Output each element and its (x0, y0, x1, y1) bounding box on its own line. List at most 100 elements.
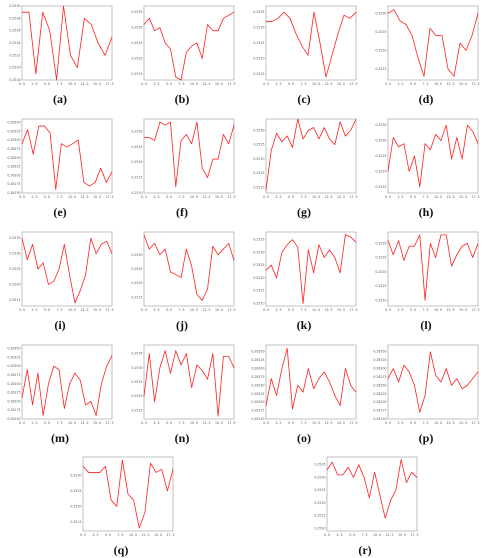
data-point (100, 168, 102, 169)
data-point (424, 143, 426, 144)
plot-frame (21, 5, 113, 81)
x-tick-label: 10. 0 (68, 82, 76, 86)
y-tick-label: 0.2510 (131, 191, 142, 195)
data-point (143, 137, 145, 138)
data-point (85, 404, 86, 406)
data-point (196, 121, 198, 123)
x-tick-label: 17. 5 (349, 82, 357, 86)
x-tick-label: 17. 5 (105, 195, 113, 199)
data-point (271, 21, 273, 22)
line-chart: 0.2530 0.2525 0.2520 0.2515 0.2510 0. 0 2. 5 5.… (253, 118, 358, 199)
data-point (228, 143, 230, 144)
data-point (150, 462, 151, 464)
data-point (170, 271, 171, 273)
data-point (430, 351, 431, 353)
y-tick-label: 0.2535 (375, 123, 386, 127)
data-point (217, 30, 219, 31)
x-tick-label: 12. 5 (324, 421, 332, 425)
data-point (83, 182, 85, 183)
data-point (302, 138, 304, 140)
y-tick-label: 0.2515 (131, 176, 142, 180)
data-point (186, 134, 187, 135)
x-tick-label: 0. 0 (385, 82, 391, 86)
x-tick-label: 5. 0 (288, 308, 294, 312)
data-point (302, 391, 304, 393)
line-chart: 0.2530 0.2525 0.2520 0.2515 0.2510 0. 0 2. 5 5.… (375, 231, 480, 312)
data-point (69, 383, 70, 385)
x-tick-label: 10. 0 (312, 82, 320, 86)
data-point (414, 385, 415, 386)
data-point (323, 127, 325, 128)
data-point (144, 512, 146, 513)
x-tick-label: 15. 0 (337, 82, 345, 86)
y-tick-label: 0.26275 (373, 375, 386, 379)
subplot-caption: (l) (420, 318, 432, 332)
data-point (106, 365, 108, 367)
subplot-caption: (m) (51, 431, 69, 445)
x-tick-label: 15. 0 (215, 195, 223, 199)
data-point (88, 472, 89, 473)
x-tick-label: 17. 5 (349, 421, 357, 425)
data-point (35, 73, 37, 75)
data-point (69, 274, 70, 276)
y-tick-label: 0.2525 (375, 154, 386, 158)
x-tick-label: 15. 0 (337, 195, 345, 199)
data-point (329, 138, 330, 140)
data-point (424, 395, 426, 396)
data-point (154, 401, 155, 403)
data-point (467, 243, 468, 244)
series-line (387, 9, 479, 77)
data-point (228, 243, 230, 244)
data-point (435, 35, 437, 36)
data-point (334, 395, 336, 396)
line-chart: 0.2530 0.2525 0.2520 0.2515 0. 0 2. 5 5. 0 7. 5… (70, 456, 175, 537)
series-line (143, 11, 235, 81)
y-tick-label: 0.2530 (131, 366, 142, 370)
y-tick-label: 0.2530 (253, 250, 264, 254)
data-point (84, 18, 85, 19)
y-tick-label: 0.26300 (373, 367, 386, 371)
data-point (329, 381, 330, 383)
data-point (408, 245, 410, 247)
data-point (191, 143, 192, 144)
x-tick-label: 7. 5 (300, 195, 306, 199)
y-tick-label: 0.2520 (70, 504, 81, 508)
data-point (42, 11, 44, 13)
y-tick-label: 0.2510 (375, 298, 386, 302)
subplot-caption: (f) (176, 205, 188, 219)
x-tick-label: 5. 0 (44, 421, 50, 425)
x-tick-label: 5. 0 (105, 533, 111, 537)
y-tick-label: 0.26200 (373, 400, 386, 404)
y-tick-label: 0.26250 (7, 382, 20, 386)
data-point (276, 395, 277, 396)
y-tick-label: 0.2520 (375, 169, 386, 173)
subplot-caption: (h) (418, 205, 434, 219)
data-point (355, 391, 357, 393)
line-chart: 0.2530 0.2528 0.2526 0.2524 0.2522 0.2520 0.25… (9, 4, 113, 86)
data-point (110, 499, 112, 501)
line-chart: 0.2535 0.2530 0.2525 0.2520 0.2515 0. 0 2. 5 5.… (131, 344, 236, 425)
x-tick-label: 0. 0 (141, 195, 147, 199)
data-point (419, 234, 421, 236)
subplot-caption: (g) (297, 205, 311, 219)
x-tick-label: 10. 0 (312, 308, 320, 312)
y-tick-label: 0.26300 (7, 138, 20, 142)
series-line (144, 121, 235, 188)
data-point (164, 124, 166, 126)
x-tick-label: 2. 5 (31, 195, 37, 199)
y-tick-label: 0.2535 (253, 10, 264, 14)
x-tick-label: 0. 0 (324, 533, 330, 537)
data-point (435, 134, 436, 135)
data-point (38, 125, 40, 127)
data-point (440, 381, 442, 383)
data-point (180, 277, 182, 278)
y-tick-label: 0.26250 (373, 383, 386, 387)
x-tick-label: 5. 0 (410, 195, 416, 199)
series-line (387, 234, 479, 301)
y-tick-label: 0.2524 (9, 41, 20, 45)
data-point (159, 27, 161, 28)
y-tick-label: 0.26175 (7, 182, 20, 186)
series-line (326, 459, 418, 519)
data-point (97, 42, 99, 44)
data-point (441, 35, 443, 36)
